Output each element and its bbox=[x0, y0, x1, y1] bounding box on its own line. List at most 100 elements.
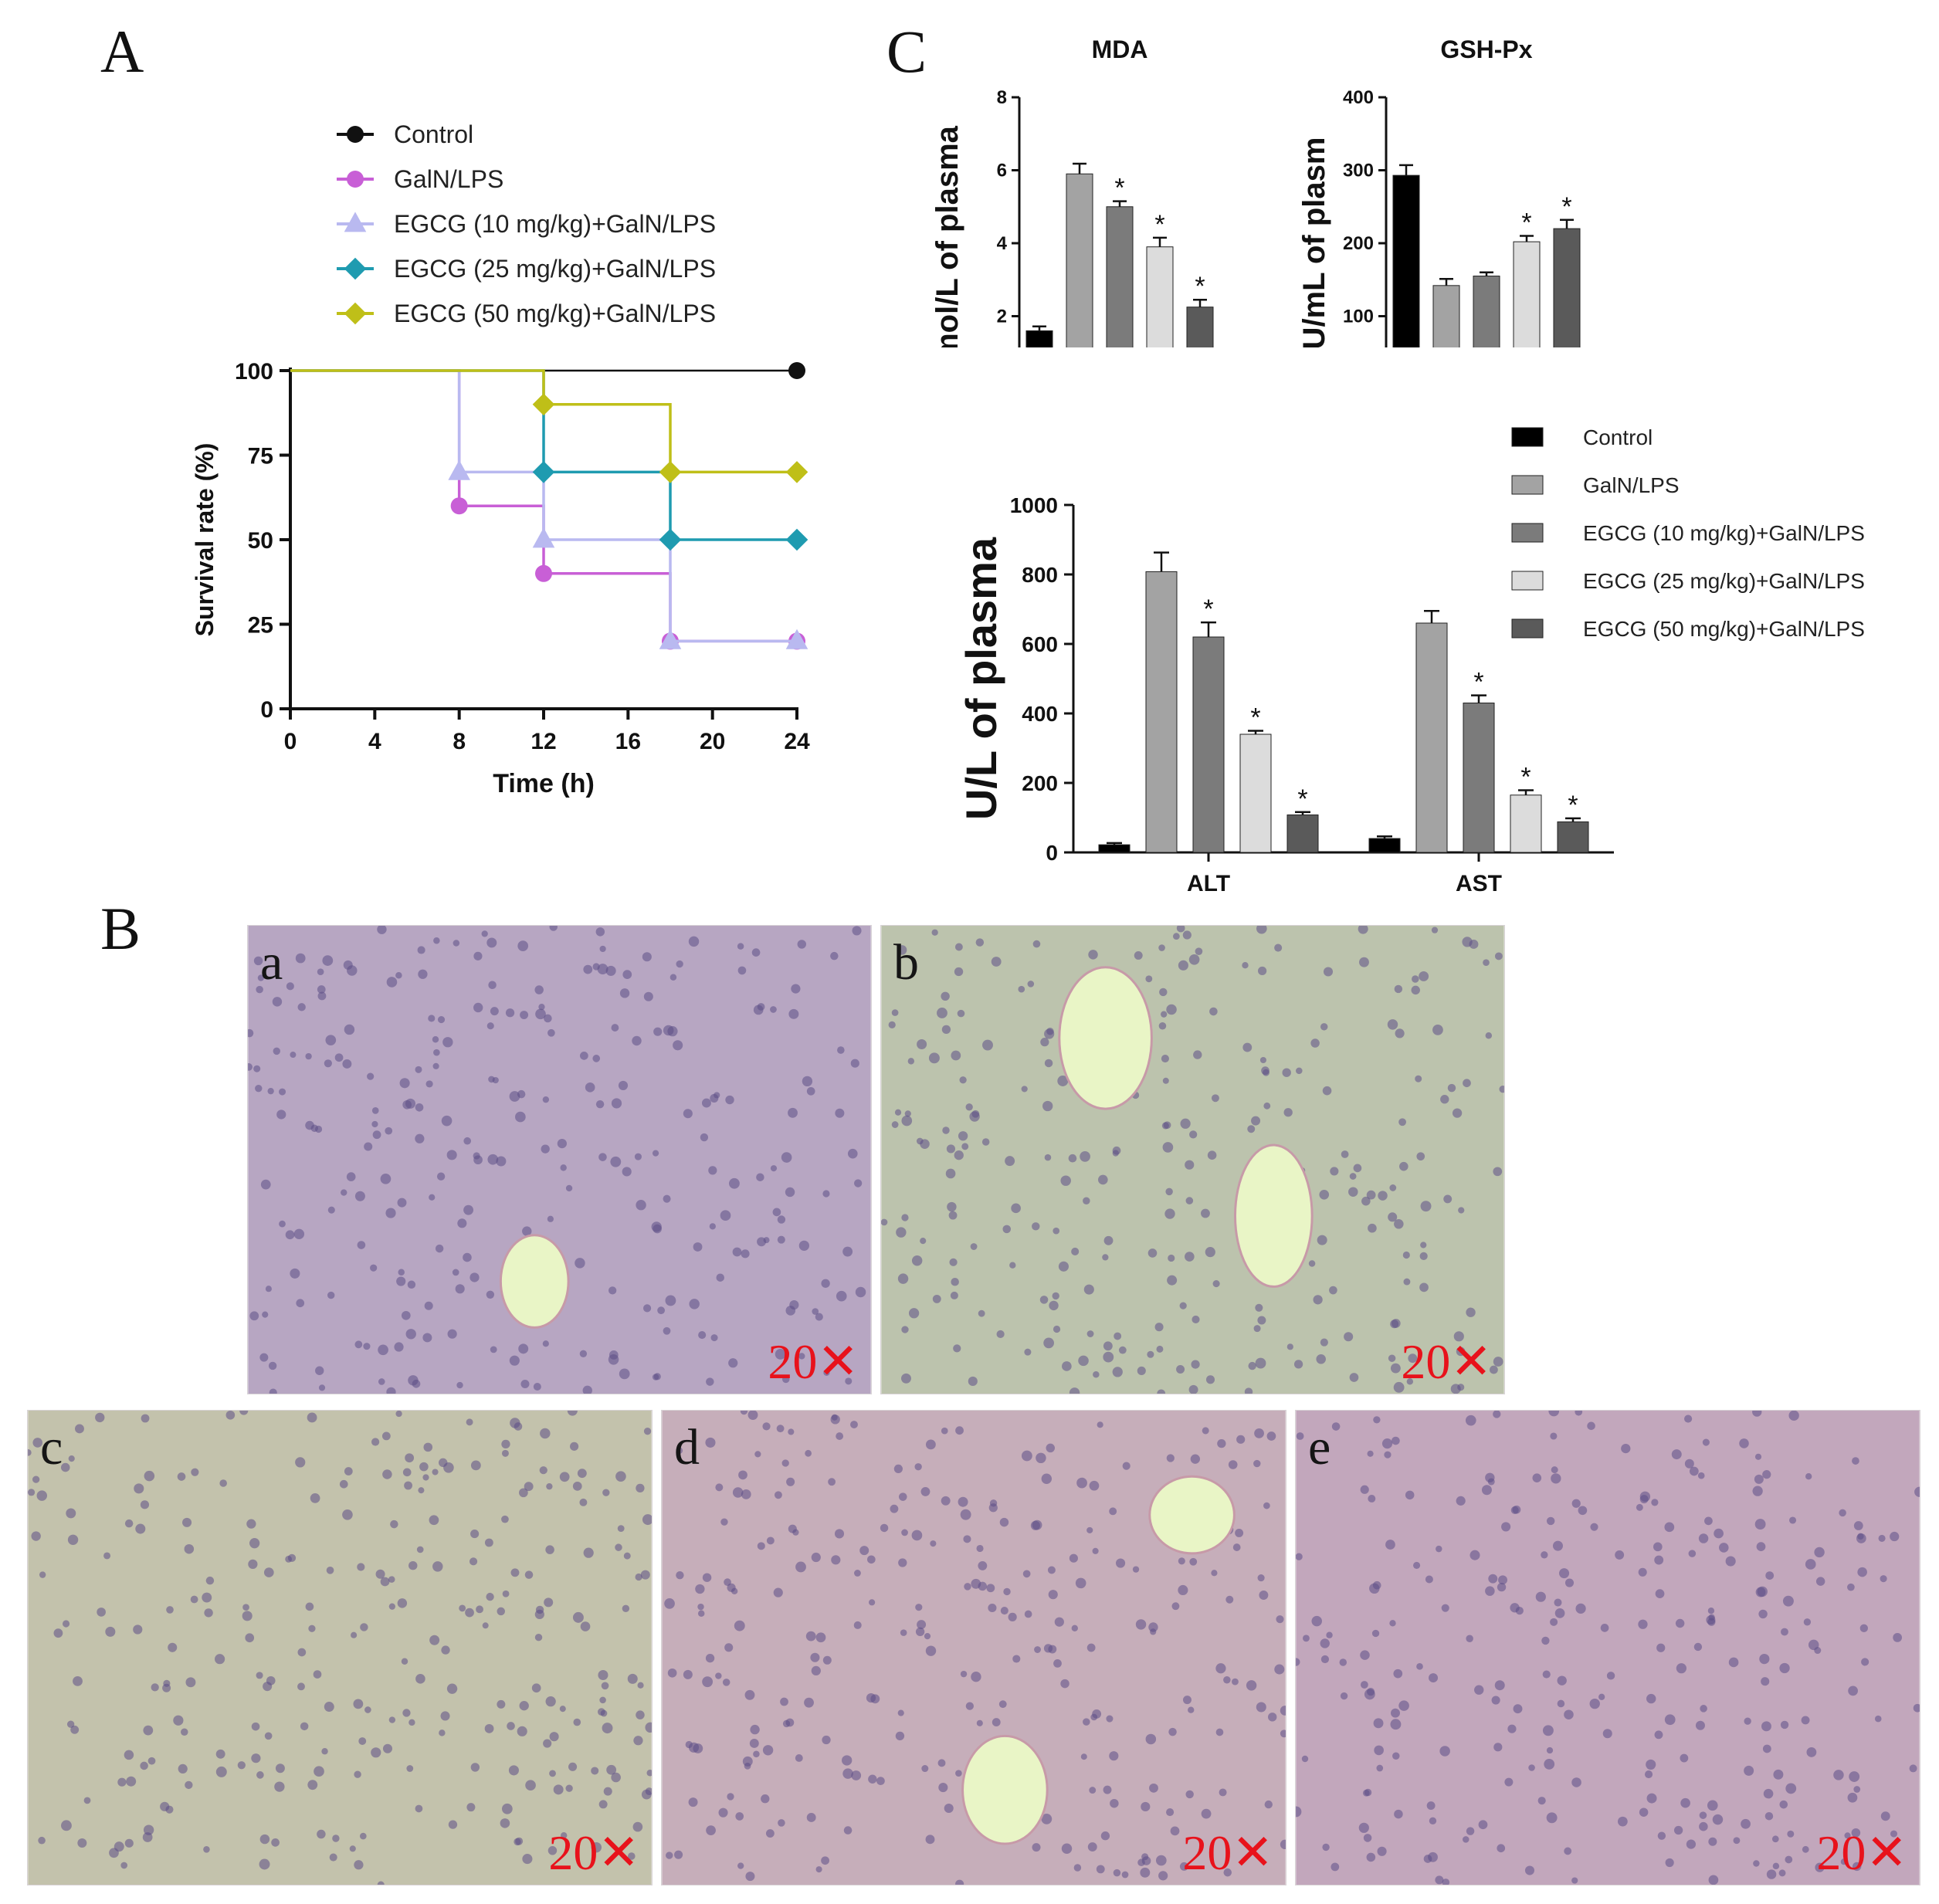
nucleus bbox=[1389, 1620, 1396, 1627]
nucleus bbox=[314, 1766, 324, 1777]
nucleus bbox=[688, 1797, 698, 1807]
nucleus bbox=[486, 1290, 495, 1299]
nucleus bbox=[1763, 1788, 1774, 1799]
nucleus bbox=[507, 1722, 515, 1730]
nucleus bbox=[1364, 1689, 1375, 1700]
nucleus bbox=[1680, 1753, 1689, 1763]
nucleus bbox=[1848, 1685, 1858, 1696]
nucleus bbox=[1494, 1680, 1505, 1691]
nucleus bbox=[1470, 1550, 1480, 1560]
nucleus bbox=[28, 1449, 32, 1456]
nucleus bbox=[636, 1710, 645, 1719]
nucleus bbox=[1166, 1808, 1175, 1817]
nucleus bbox=[894, 1109, 902, 1116]
survival-point bbox=[785, 528, 808, 551]
nucleus bbox=[710, 1334, 718, 1342]
histology-letter-a: a bbox=[260, 934, 283, 991]
nucleus bbox=[68, 1455, 75, 1462]
nucleus bbox=[1532, 1473, 1542, 1482]
nucleus bbox=[344, 1467, 353, 1475]
nucleus bbox=[103, 1552, 111, 1560]
nucleus bbox=[190, 1595, 198, 1604]
nucleus bbox=[971, 1578, 981, 1589]
vessel-lumen bbox=[1148, 1475, 1236, 1555]
nucleus bbox=[702, 1676, 714, 1688]
nucleus bbox=[519, 1488, 528, 1498]
nucleus bbox=[788, 1008, 799, 1019]
nucleus bbox=[1188, 1384, 1198, 1394]
nucleus bbox=[945, 1168, 956, 1179]
significance-star: * bbox=[1520, 762, 1531, 791]
nucleus bbox=[542, 1340, 549, 1347]
nucleus bbox=[1090, 1713, 1098, 1721]
nucleus bbox=[327, 1206, 335, 1214]
nucleus bbox=[1788, 1516, 1797, 1524]
nucleus bbox=[1651, 1499, 1659, 1506]
nucleus bbox=[915, 1604, 923, 1611]
nucleus bbox=[898, 1558, 907, 1567]
nucleus bbox=[1541, 1551, 1548, 1559]
nucleus bbox=[805, 1631, 816, 1641]
histology-image-b bbox=[881, 926, 1504, 1394]
nucleus bbox=[1086, 1330, 1094, 1337]
nucleus bbox=[1453, 1331, 1464, 1342]
legend-label: EGCG (50 mg/kg)+GalN/LPS bbox=[394, 300, 716, 327]
nucleus bbox=[585, 1082, 595, 1093]
nuclei-group bbox=[28, 1411, 652, 1885]
nucleus bbox=[1878, 1534, 1886, 1542]
nucleus bbox=[422, 1333, 432, 1343]
nucleus bbox=[1814, 1647, 1822, 1655]
nucleus bbox=[901, 1529, 908, 1536]
nucleus bbox=[592, 963, 600, 971]
nucleus bbox=[900, 1373, 911, 1384]
nucleus bbox=[573, 1718, 581, 1726]
nucleus bbox=[1707, 1608, 1715, 1614]
nucleus bbox=[646, 1769, 652, 1777]
nucleus bbox=[404, 1481, 413, 1490]
nucleus bbox=[248, 1559, 258, 1569]
nucleus bbox=[637, 1682, 644, 1689]
nucleus bbox=[1644, 1770, 1653, 1779]
nucleus bbox=[1684, 1458, 1694, 1469]
nucleus bbox=[603, 1787, 612, 1796]
nucleus bbox=[1097, 1421, 1103, 1428]
nucleus bbox=[976, 1544, 984, 1553]
nucleus bbox=[606, 1764, 617, 1775]
nucleus bbox=[1463, 1079, 1471, 1088]
nucleus bbox=[448, 1820, 458, 1829]
nucleus bbox=[547, 1215, 554, 1222]
nucleus bbox=[1704, 1516, 1713, 1526]
nucleus bbox=[898, 1492, 907, 1501]
nucleus bbox=[1049, 1300, 1059, 1311]
nucleus bbox=[262, 1311, 269, 1318]
nucleus bbox=[622, 1167, 632, 1177]
significance-star: * bbox=[1114, 174, 1124, 203]
nucleus bbox=[580, 1052, 588, 1060]
nucleus bbox=[1344, 1332, 1354, 1342]
nucleus bbox=[66, 1508, 76, 1519]
nucleus bbox=[105, 1626, 116, 1637]
nucleus bbox=[406, 1765, 414, 1772]
nucleus bbox=[1296, 1806, 1302, 1818]
nucleus bbox=[1880, 1575, 1887, 1583]
nucleus bbox=[346, 1172, 356, 1181]
nucleus bbox=[1268, 1713, 1277, 1722]
nucleus bbox=[1308, 1260, 1316, 1267]
nucleus bbox=[307, 1780, 318, 1791]
nucleus bbox=[1420, 1201, 1432, 1212]
nucleus bbox=[737, 1862, 744, 1869]
nucleus bbox=[1103, 1785, 1112, 1794]
nucleus bbox=[1671, 1449, 1682, 1460]
nucleus bbox=[1274, 944, 1283, 952]
nucleus bbox=[947, 1201, 957, 1212]
nucleus bbox=[32, 1438, 43, 1448]
y-tick-label: 50 bbox=[248, 528, 273, 554]
nucleus bbox=[1052, 1292, 1059, 1300]
y-tick-label: 2 bbox=[997, 307, 1007, 327]
nucleus bbox=[1225, 1595, 1234, 1604]
nucleus bbox=[965, 1702, 975, 1710]
significance-star: * bbox=[1473, 668, 1483, 697]
nucleus bbox=[1753, 1860, 1760, 1867]
nucleus bbox=[1071, 1247, 1080, 1255]
nucleus bbox=[177, 1472, 186, 1481]
